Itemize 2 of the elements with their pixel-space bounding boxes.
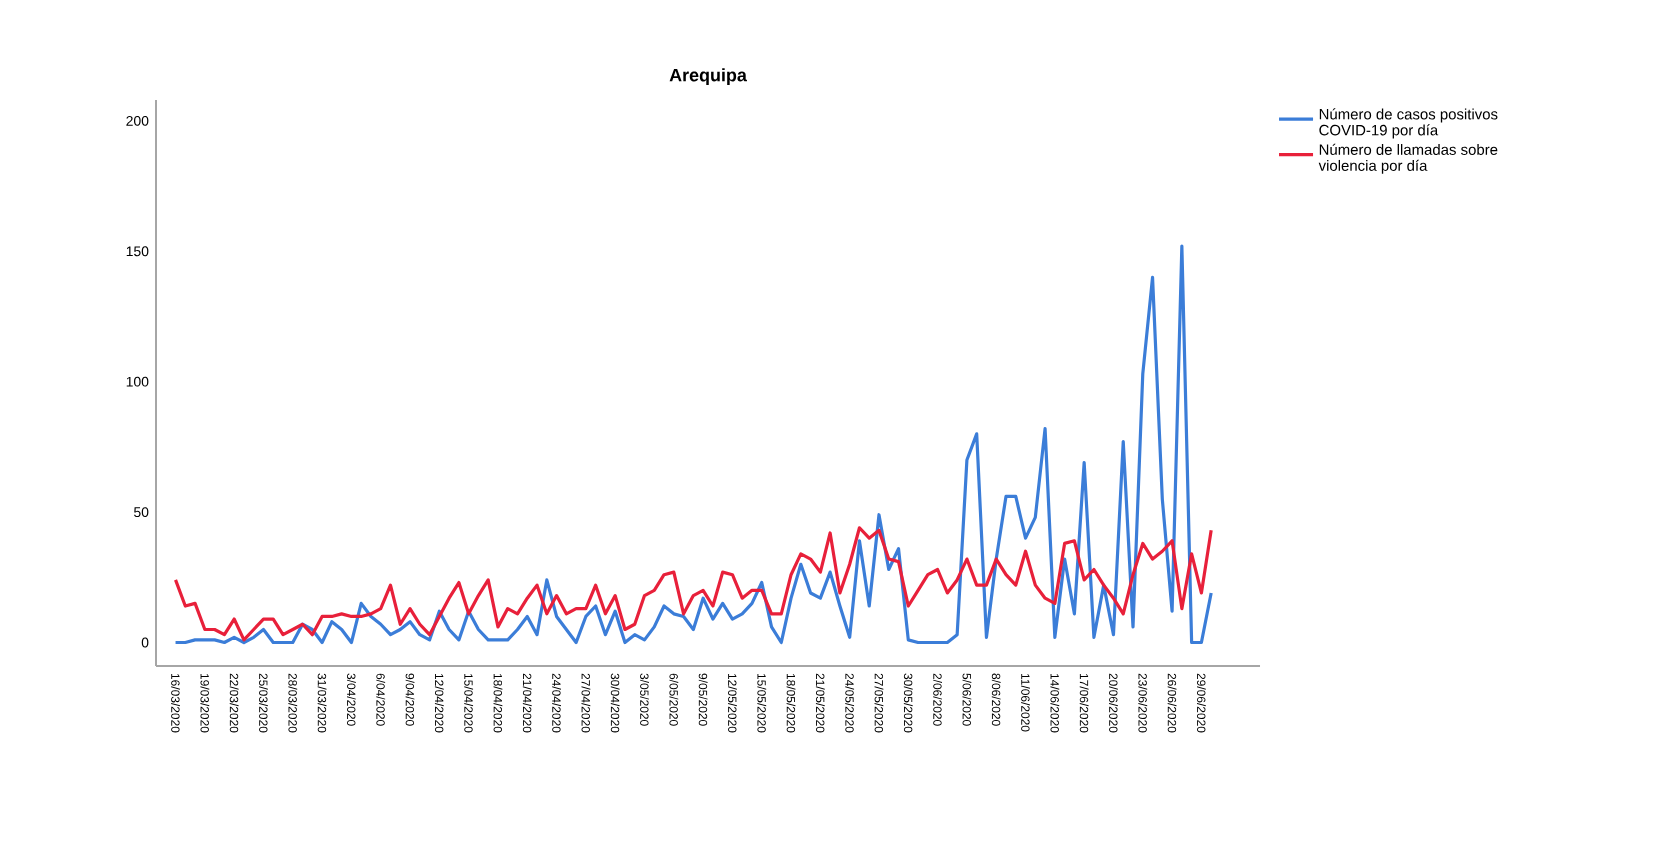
line-series — [173, 526, 1213, 642]
chart-title: Arequipa — [669, 68, 747, 85]
